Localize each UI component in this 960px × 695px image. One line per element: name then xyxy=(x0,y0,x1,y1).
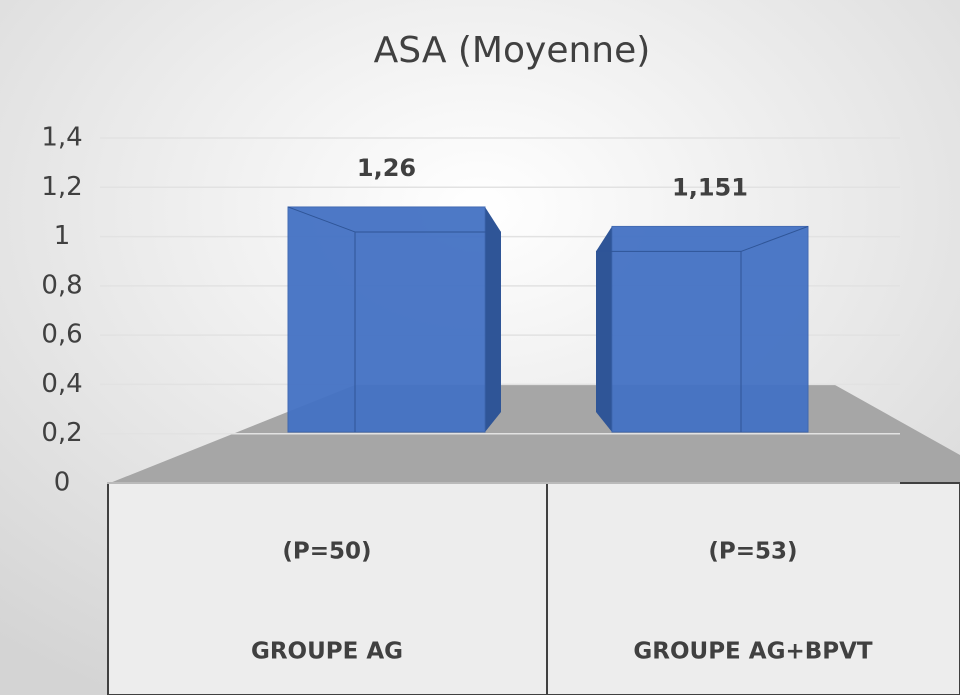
y-tick-label: 1,2 xyxy=(41,172,82,202)
bar xyxy=(611,225,809,433)
bar-side xyxy=(596,226,612,432)
y-tick-label: 0,8 xyxy=(41,270,82,300)
x-subcategory-label: (P=50) xyxy=(282,539,371,565)
x-tick-label: GROUPE AG xyxy=(251,639,403,665)
y-tick-label: 0,2 xyxy=(41,418,82,448)
bar xyxy=(287,206,486,433)
chart-title: ASA (Moyenne) xyxy=(374,30,651,71)
x-tick-label: GROUPE AG+BPVT xyxy=(633,639,873,665)
y-tick-label: 1 xyxy=(54,221,71,251)
category-table xyxy=(107,482,960,695)
data-label: 1,151 xyxy=(672,173,748,201)
y-tick-label: 0,4 xyxy=(41,369,82,399)
y-tick-label: 0,6 xyxy=(41,320,82,350)
bar-side xyxy=(485,206,501,432)
y-tick-label: 0 xyxy=(54,468,71,498)
x-subcategory-label: (P=53) xyxy=(708,539,797,565)
data-label: 1,26 xyxy=(357,154,416,182)
y-tick-label: 1,4 xyxy=(41,123,82,153)
